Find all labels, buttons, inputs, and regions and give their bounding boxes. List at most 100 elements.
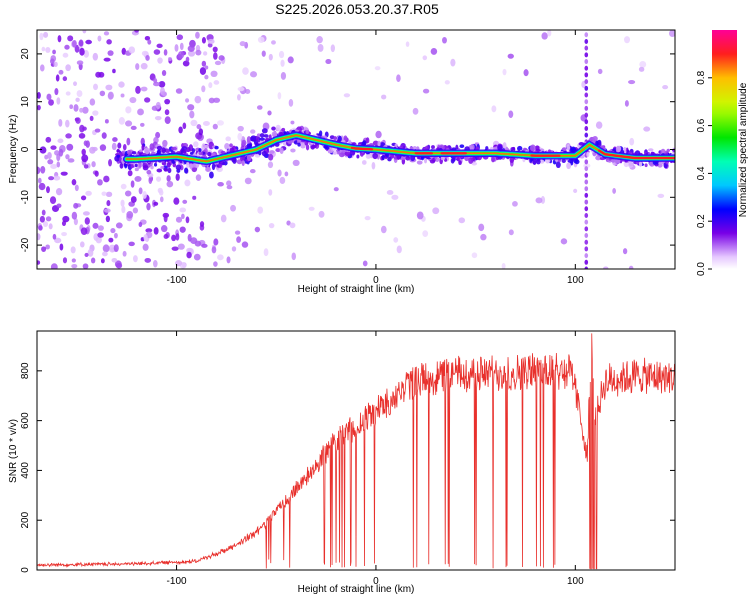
noise-blob: [213, 80, 220, 85]
noise-blob: [122, 250, 127, 257]
noise-blob: [161, 70, 167, 76]
ridge-blob: [163, 168, 168, 172]
noise-blob: [195, 31, 200, 39]
ridge-blob: [440, 156, 446, 161]
noise-blob: [241, 241, 249, 248]
ridge-blob: [156, 168, 163, 173]
noise-blob: [107, 50, 114, 56]
noise-blob: [432, 207, 440, 215]
noise-blob: [82, 211, 90, 216]
noise-blob: [87, 248, 94, 257]
noise-blob: [284, 171, 289, 177]
noise-blob: [74, 184, 79, 192]
noise-blob: [333, 187, 339, 192]
ridge-blob: [139, 149, 144, 153]
noise-blob: [58, 69, 64, 75]
noise-blob: [218, 55, 225, 61]
ridge-blob: [167, 167, 172, 174]
ridge-blob: [259, 133, 265, 138]
ridge-blob: [142, 165, 149, 171]
noise-blob: [230, 204, 237, 212]
noise-blob: [210, 70, 218, 78]
ridge-blob: [562, 147, 567, 151]
ridge-blob: [561, 158, 566, 164]
ridge-blob: [372, 152, 378, 160]
ridge-blob: [329, 135, 335, 140]
spike-blob: [584, 266, 589, 269]
colorbar: 0.0 0.2 0.4 0.6 0.8: [696, 30, 737, 276]
noise-blob: [638, 66, 645, 72]
noise-blob: [99, 144, 107, 151]
ridge-blob: [595, 155, 602, 161]
colorbar-tick-label: 0.2: [696, 214, 707, 228]
bottom-xlabel: Height of straight line (km): [298, 584, 415, 595]
noise-blob: [471, 252, 478, 259]
ridge-blob: [566, 162, 572, 170]
noise-blob: [92, 146, 98, 152]
noise-blob: [56, 161, 61, 168]
noise-blob: [67, 158, 75, 163]
ridge-blob: [189, 163, 193, 170]
noise-blob: [185, 216, 190, 224]
spike-blob: [584, 199, 589, 205]
noise-blob: [374, 66, 381, 71]
ridge-peak: [598, 149, 675, 160]
noise-blob: [79, 107, 84, 113]
noise-blob: [125, 106, 132, 114]
noise-blob: [140, 86, 148, 92]
noise-blob: [142, 190, 147, 199]
noise-blob: [267, 161, 274, 169]
noise-blob: [187, 50, 196, 57]
noise-blob: [207, 42, 213, 48]
noise-blob: [135, 85, 141, 94]
ridge-blob: [134, 163, 138, 168]
noise-blob: [37, 92, 41, 99]
noise-blob: [508, 110, 514, 118]
noise-blob: [450, 58, 456, 67]
noise-blob: [71, 263, 78, 269]
noise-blob: [41, 46, 46, 52]
noise-blob: [254, 226, 261, 233]
noise-blob: [118, 81, 125, 88]
ridge-blob: [257, 136, 261, 143]
noise-blob: [669, 30, 675, 38]
noise-blob: [144, 257, 152, 263]
ridge-blob: [183, 149, 187, 154]
noise-blob: [211, 246, 217, 254]
noise-blob: [120, 199, 125, 207]
noise-blob: [185, 98, 190, 103]
noise-blob: [308, 206, 315, 211]
noise-blob: [130, 125, 137, 131]
noise-blob: [190, 119, 198, 127]
colorbar-label: Normalized spectral amplitude: [738, 82, 749, 217]
noise-blob: [103, 208, 111, 213]
noise-blob: [75, 117, 81, 124]
noise-blob: [158, 80, 166, 88]
noise-blob: [288, 98, 294, 107]
noise-blob: [71, 179, 77, 186]
noise-blob: [59, 243, 64, 251]
noise-blob: [393, 237, 399, 243]
noise-blob: [129, 96, 137, 104]
ridge-blob: [263, 134, 269, 138]
bottom-ylabel: SNR (10 * v/v): [8, 419, 19, 483]
noise-blob: [97, 232, 104, 238]
noise-blob: [38, 182, 46, 191]
noise-blob: [62, 257, 68, 264]
ridge-blob: [459, 144, 465, 148]
noise-blob: [612, 188, 616, 194]
noise-blob: [62, 76, 68, 82]
noise-blob: [263, 248, 269, 257]
ridge-blob: [502, 142, 507, 149]
noise-blob: [75, 97, 80, 103]
spike-blob: [584, 206, 589, 212]
noise-blob: [547, 30, 552, 37]
spike-blob: [584, 79, 589, 85]
noise-blob: [458, 217, 466, 224]
noise-blob: [134, 175, 142, 182]
noise-blob: [422, 88, 430, 94]
ridge-blob: [275, 124, 281, 132]
noise-blob: [69, 104, 74, 109]
noise-blob: [38, 225, 43, 231]
noise-blob: [624, 36, 631, 44]
